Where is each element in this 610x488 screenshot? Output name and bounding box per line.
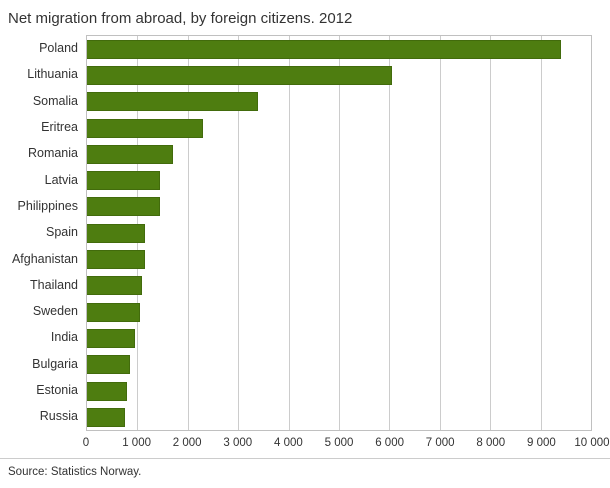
bar xyxy=(87,407,125,427)
category-label: Romania xyxy=(27,146,78,161)
x-tick-label: 0 xyxy=(82,437,90,450)
x-tick-label: 6 000 xyxy=(375,437,404,450)
bar-row xyxy=(87,352,591,378)
plot-area xyxy=(86,35,592,432)
category-label: Latvia xyxy=(44,172,78,187)
gridline xyxy=(238,36,240,431)
bar-row xyxy=(87,404,591,430)
source-note: Source: Statistics Norway. xyxy=(0,458,610,488)
gridline xyxy=(339,36,340,431)
bar-row xyxy=(87,299,591,325)
bar xyxy=(87,118,203,138)
bar xyxy=(87,381,128,401)
bar xyxy=(87,92,259,112)
category-label: Sweden xyxy=(32,304,78,319)
chart-title: Net migration from abroad, by foreign ci… xyxy=(8,10,353,27)
x-tick-label: 9 000 xyxy=(527,437,556,450)
bar xyxy=(87,65,392,85)
bar-row xyxy=(87,220,591,246)
gridline xyxy=(540,36,542,431)
category-label: Philippines xyxy=(17,198,78,213)
category-label: Spain xyxy=(46,225,78,240)
bar-row xyxy=(87,89,591,115)
bar xyxy=(87,197,161,217)
gridline xyxy=(187,36,189,431)
category-label: Bulgaria xyxy=(32,356,78,371)
gridline xyxy=(389,36,391,431)
bar-row xyxy=(87,325,591,351)
bar xyxy=(87,250,145,270)
bar-row xyxy=(87,246,591,272)
x-tick-label: 7 000 xyxy=(425,437,455,450)
x-tick-label: 10 000 xyxy=(574,437,610,450)
bar xyxy=(87,39,561,59)
category-label: Afghanistan xyxy=(11,251,78,266)
bar xyxy=(87,355,130,375)
bar xyxy=(87,328,135,348)
bar xyxy=(87,276,143,296)
gridline xyxy=(288,36,290,431)
category-label: Somalia xyxy=(32,93,78,108)
category-label: Poland xyxy=(39,41,78,56)
bar-row xyxy=(87,194,591,220)
bar-row xyxy=(87,36,591,62)
category-label: Thailand xyxy=(30,277,78,292)
bar xyxy=(87,302,140,322)
category-label: India xyxy=(50,330,78,345)
chart-body: Poland Lithuania Somalia Eritrea Romania Latv… xyxy=(8,35,592,432)
category-label: Lithuania xyxy=(27,67,78,82)
category-label: Estonia xyxy=(36,383,78,397)
x-tick-label: 3 000 xyxy=(223,437,253,450)
x-axis: 0 1 000 2 000 3 000 4 000 5 000 6 000 7 000 8 00… xyxy=(82,435,610,455)
category-axis: Poland Lithuania Somalia Eritrea Romania Latv… xyxy=(8,35,86,431)
bar xyxy=(87,144,173,164)
bar xyxy=(87,171,161,191)
bar xyxy=(87,223,145,243)
bar-series xyxy=(87,36,591,430)
bar-row xyxy=(87,167,591,193)
bar-row xyxy=(87,141,591,167)
x-tick-label: 4 000 xyxy=(274,437,303,450)
bar-row xyxy=(87,273,591,299)
category-label: Eritrea xyxy=(41,120,78,135)
x-tick-label: 8 000 xyxy=(476,437,506,450)
gridline xyxy=(439,36,441,431)
x-tick-label: 1 000 xyxy=(122,437,151,450)
gridline xyxy=(490,36,492,431)
bar-row xyxy=(87,62,591,88)
bar-row xyxy=(87,115,591,141)
x-tick-label: 5 000 xyxy=(324,437,354,450)
category-label: Russia xyxy=(39,409,78,424)
bar-row xyxy=(87,378,591,404)
x-tick-label: 2 000 xyxy=(172,437,202,450)
